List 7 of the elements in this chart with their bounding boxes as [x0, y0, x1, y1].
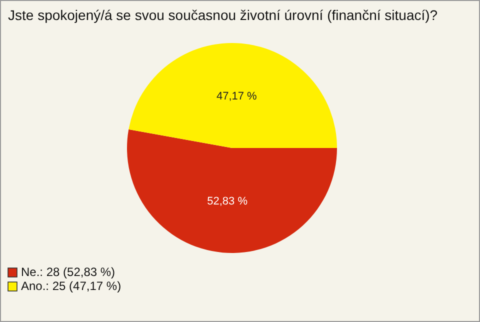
- pie-slice: [127, 129, 337, 253]
- data-label: 52,83 %: [207, 195, 248, 208]
- chart-title: Jste spokojený/á se svou současnou životní úrovní (finanční situací)?: [8, 7, 438, 23]
- legend-label: Ano.: 25 (47,17 %): [21, 279, 122, 293]
- data-label: 47,17 %: [216, 90, 258, 103]
- pie-slice: [128, 43, 337, 148]
- legend-label: Ne.: 28 (52,83 %): [21, 265, 116, 279]
